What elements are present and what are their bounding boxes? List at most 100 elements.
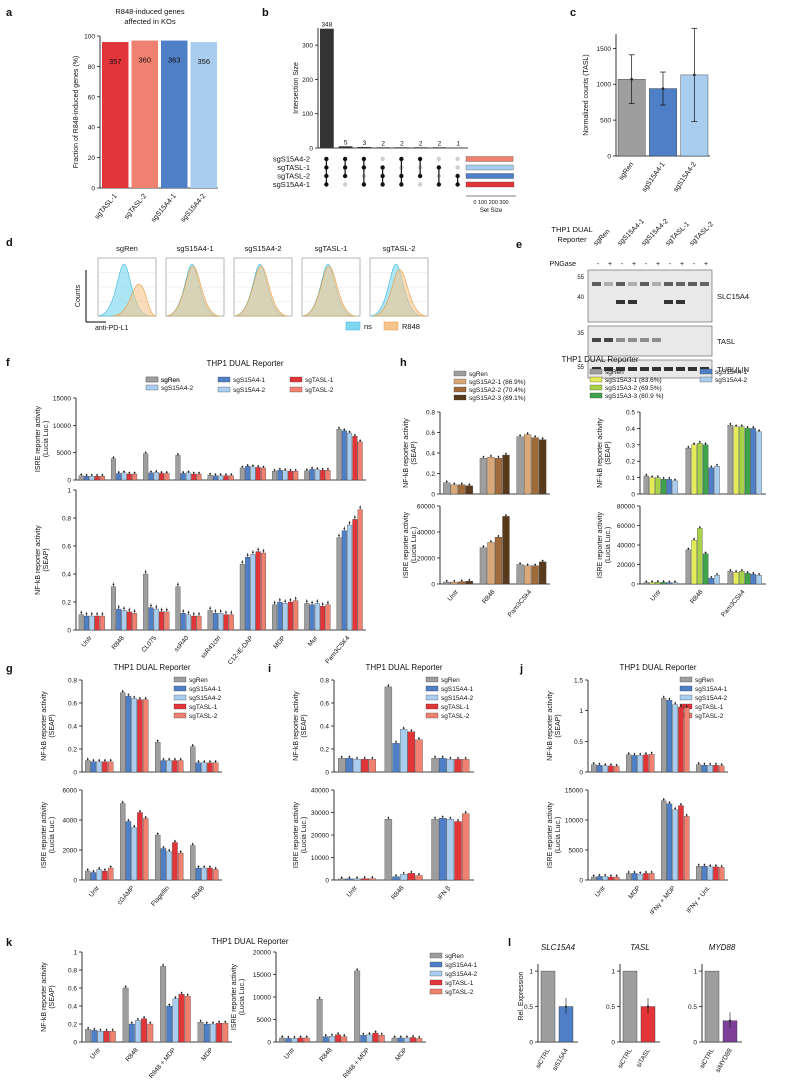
j-top-ytick-label: 1	[579, 708, 583, 715]
e-band-tubulin	[676, 367, 685, 371]
h-lt-bar	[539, 439, 547, 495]
h-lb-bar	[487, 542, 495, 585]
f-top-bar	[282, 470, 288, 481]
b-intersection-bar	[395, 147, 409, 148]
l-point	[728, 1019, 732, 1022]
k-left-ytick-label: 0.8	[68, 968, 77, 975]
j-top-bar	[591, 764, 597, 773]
k-left-bar	[197, 1022, 204, 1043]
c-point	[693, 73, 696, 77]
j-top-ytick-label: 1.5	[574, 678, 583, 685]
f-bottom-ytick-label: 0.6	[62, 544, 71, 551]
i-bottom-point	[340, 876, 343, 879]
f-bottom-point	[101, 613, 104, 615]
f-bottom-bar	[287, 601, 293, 631]
g-top-ytick-label: 0	[73, 770, 77, 777]
a-bar-count: 360	[138, 56, 151, 65]
h-lb-point	[482, 545, 485, 548]
f-top-point	[343, 428, 346, 431]
h-rb-bar	[685, 549, 692, 585]
e-pngase-sign: +	[608, 261, 612, 268]
e-band-tubulin	[628, 367, 637, 371]
b-bar-count: 2	[438, 140, 442, 147]
h-lt-point	[468, 483, 471, 486]
f-bottom-point	[230, 611, 233, 614]
g-top-point	[209, 760, 211, 763]
h-left-legend-swatch	[453, 386, 467, 393]
i-legend-swatch	[425, 676, 439, 683]
k-right-point	[324, 1034, 327, 1037]
f-title: THP1 DUAL Reporter	[206, 359, 283, 368]
f-bottom-xtick-label: Pam3CSK4	[324, 634, 351, 665]
b-matrix-dot	[342, 182, 348, 187]
g-legend-swatch	[173, 676, 187, 683]
j-bottom-ytick-label: 0	[579, 878, 583, 885]
k-right-point	[406, 1035, 408, 1038]
e-pngase-sign: -	[693, 261, 696, 268]
g-top-point	[98, 759, 101, 762]
g-top-ytick-label: 0.6	[68, 701, 77, 708]
i-top-point	[464, 757, 467, 759]
k-right-bar	[316, 999, 323, 1043]
f-top-bar	[143, 453, 149, 481]
h-lb-point	[505, 514, 507, 517]
h-rt-bar	[672, 480, 678, 495]
f-bottom-xtick-label: ssR40	[173, 635, 190, 654]
j-top-bar	[696, 764, 702, 773]
g-bottom-point	[92, 870, 95, 873]
e-band-slc15a4	[616, 282, 625, 286]
f-top-bar	[78, 475, 84, 481]
e-marker: 40	[577, 295, 584, 301]
k-left-bar	[172, 998, 179, 1043]
h-rb-point	[645, 580, 648, 583]
h-rb-ytick-label: 0	[631, 582, 635, 589]
j-bottom-point	[674, 807, 677, 810]
g-top-point	[86, 758, 89, 761]
i-top-bar	[439, 758, 447, 773]
f-bottom-bar	[357, 509, 363, 631]
l-xtick-label: siCTRL	[699, 1047, 716, 1070]
f-bottom-bar	[352, 519, 358, 631]
f-bottom-bar	[94, 615, 100, 631]
j-top-bar	[683, 707, 690, 773]
h-left-legend-swatch	[453, 394, 467, 401]
l-SLC15A4-ytick-label: 0	[529, 1040, 533, 1047]
i-top-ytick-label: 0.6	[320, 701, 329, 708]
f-bottom-bar	[132, 613, 138, 631]
h-rb-bar	[708, 578, 715, 585]
l-bar	[540, 970, 556, 1043]
g-top-bar	[166, 760, 172, 773]
f-top-point	[96, 474, 98, 476]
a-xtick-label: sgTASL-2	[123, 193, 148, 221]
h-lb-bar	[539, 561, 547, 585]
i-top-bar	[431, 758, 439, 773]
h-rb-point	[758, 573, 760, 575]
b-set-size-label: Set Size	[480, 208, 503, 214]
h-lb-bar	[465, 580, 473, 585]
g-top-point	[179, 758, 182, 761]
panel-label-g: g	[6, 663, 13, 675]
f-bottom-point	[177, 583, 179, 586]
k-right-ytick-label: 15000	[253, 972, 271, 979]
k-left-point	[105, 1028, 108, 1031]
panel-label-f: f	[6, 357, 10, 369]
f-top-bar	[277, 470, 283, 481]
g-legend-swatch	[173, 712, 187, 719]
f-top-ylabel: ISRE reporter activity	[35, 405, 42, 472]
k-left-ytick-label: 1	[73, 950, 77, 957]
f-bottom-bar	[314, 603, 320, 631]
i-top-point	[434, 755, 436, 758]
a-ytick-label: 40	[88, 125, 96, 132]
f-top-bar	[116, 473, 122, 481]
j-bottom-bar	[613, 876, 620, 881]
g-top-point	[139, 697, 141, 700]
h-lb-xtick-label: Pam3CSk4	[507, 588, 534, 618]
h-rb-ytick-label: 20000	[617, 562, 635, 569]
j-top-ylabel: NF-kB reporter activity	[547, 691, 554, 761]
i-bottom-point	[371, 876, 374, 879]
l-TASL-ytick-label: 0.5	[606, 1004, 615, 1011]
f-top-point	[80, 473, 83, 476]
i-top-point	[449, 757, 452, 759]
g-bottom-bar	[207, 867, 213, 881]
d-histogram-r848	[233, 265, 289, 317]
